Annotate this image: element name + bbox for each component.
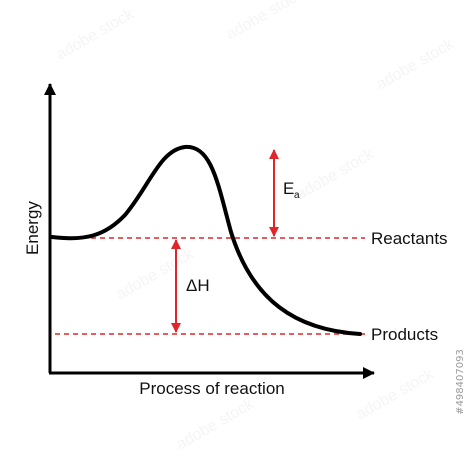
- activation-energy-symbol: E: [283, 179, 294, 198]
- activation-energy-label: E a: [283, 179, 300, 201]
- svg-text:adobe stock: adobe stock: [54, 5, 138, 63]
- reactants-label: Reactants: [371, 229, 448, 248]
- activation-energy-subscript: a: [294, 190, 300, 201]
- x-axis-label: Process of reaction: [139, 379, 285, 398]
- svg-text:adobe stock: adobe stock: [114, 245, 198, 303]
- stock-image-id: #498407093: [455, 349, 466, 415]
- enthalpy-change-label: ΔH: [186, 276, 210, 295]
- y-axis-label: Energy: [23, 201, 42, 255]
- energy-curve: [50, 144, 362, 336]
- svg-text:adobe stock: adobe stock: [294, 145, 378, 203]
- svg-text:adobe stock: adobe stock: [224, 0, 308, 43]
- svg-text:adobe stock: adobe stock: [374, 35, 458, 93]
- svg-text:adobe stock: adobe stock: [174, 395, 258, 453]
- products-label: Products: [371, 325, 438, 344]
